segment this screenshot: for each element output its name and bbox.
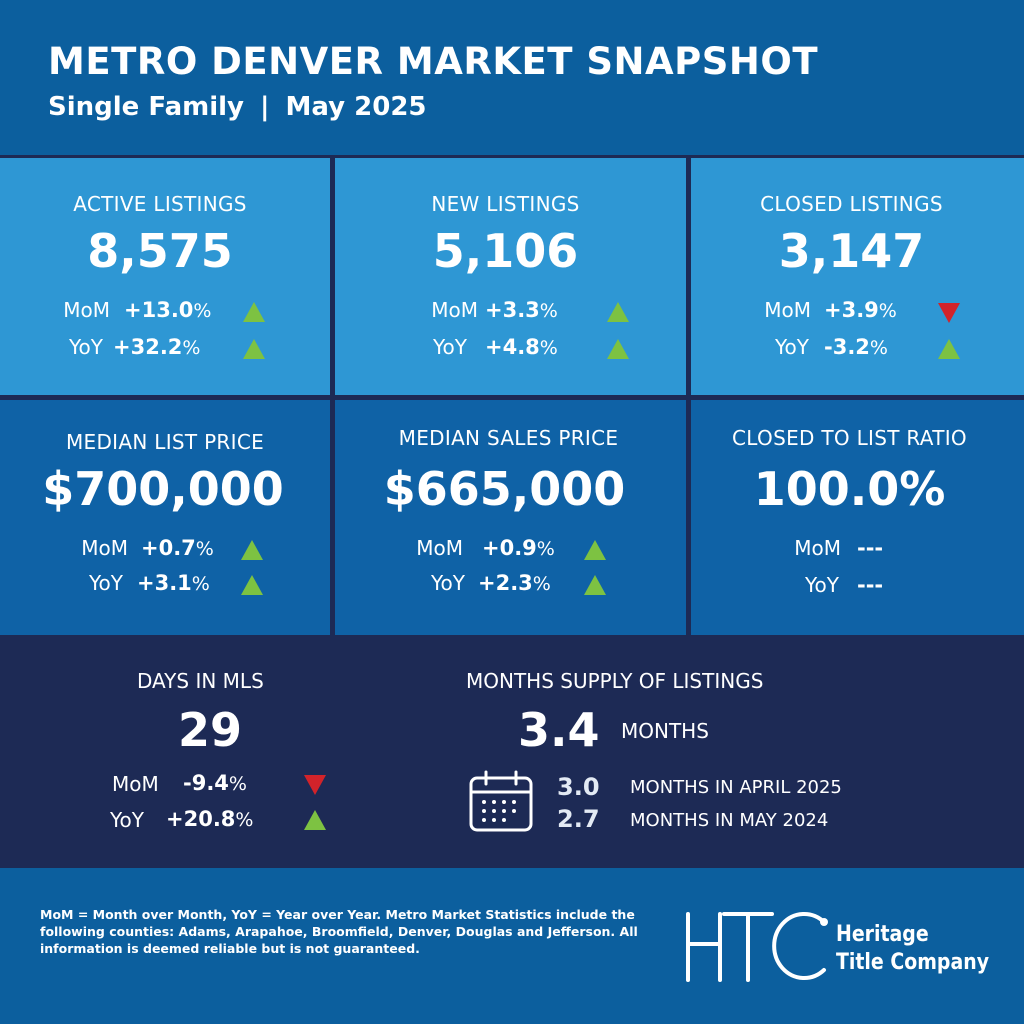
- property-type: Single Family: [48, 92, 245, 122]
- yoy-value: +3.1%: [137, 571, 210, 595]
- yoy-label: YoY: [804, 573, 839, 597]
- yoy-label: YoY: [774, 335, 809, 359]
- metric-tile-closed-to-list-ratio: CLOSED TO LIST RATIO 100.0% MoM --- YoY …: [691, 400, 1024, 635]
- metric-label: ACTIVE LISTINGS: [73, 192, 247, 216]
- yoy-value: +32.2%: [113, 335, 201, 359]
- yoy-label: YoY: [110, 808, 145, 832]
- days-in-mls-label: DAYS IN MLS: [137, 669, 264, 693]
- yoy-value: +4.8%: [485, 335, 558, 359]
- footnote: MoM = Month over Month, YoY = Year over …: [40, 907, 638, 956]
- company-name-line2: Title Company: [836, 950, 990, 975]
- mom-value: ---: [857, 536, 884, 560]
- mom-label: MoM: [416, 536, 463, 560]
- page-title: METRO DENVER MARKET SNAPSHOT: [48, 40, 819, 83]
- months-supply-value: 3.4: [518, 703, 600, 757]
- yoy-label: YoY: [88, 571, 123, 595]
- mom-row: MoM +3.9%: [691, 298, 1024, 328]
- prior-year-label: MONTHS IN MAY 2024: [630, 810, 829, 831]
- prior-month-value: 3.0: [557, 773, 600, 801]
- yoy-row: YoY +32.2%: [0, 335, 330, 365]
- trend-up-icon: [241, 575, 263, 595]
- trend-up-icon: [241, 540, 263, 560]
- mom-row: MoM +0.7%: [0, 536, 330, 566]
- yoy-label: YoY: [432, 335, 467, 359]
- company-logo: Heritage Title Company: [682, 908, 992, 986]
- yoy-value: -3.2%: [824, 335, 888, 359]
- metric-tile-median-sales-price: MEDIAN SALES PRICE $665,000 MoM +0.9% Yo…: [335, 400, 686, 635]
- metric-value: $665,000: [383, 462, 626, 516]
- metric-label: CLOSED LISTINGS: [760, 192, 943, 216]
- metric-label: NEW LISTINGS: [431, 192, 580, 216]
- months-supply-unit: MONTHS: [621, 719, 709, 743]
- mom-row: MoM +13.0%: [0, 298, 330, 328]
- mom-value: +13.0%: [124, 298, 212, 322]
- mom-label: MoM: [431, 298, 478, 322]
- yoy-row: YoY +4.8%: [335, 335, 686, 365]
- footer: [0, 868, 1024, 1024]
- mom-label: MoM: [794, 536, 841, 560]
- trend-up-icon: [243, 339, 265, 359]
- prior-year-value: 2.7: [557, 805, 600, 833]
- metric-tile-closed-listings: CLOSED LISTINGS 3,147 MoM +3.9% YoY -3.2…: [691, 158, 1024, 395]
- trend-down-icon: [304, 775, 326, 795]
- mom-value: -9.4%: [183, 771, 247, 795]
- subtitle-separator: |: [260, 92, 270, 122]
- trend-up-icon: [584, 575, 606, 595]
- metric-value: 3,147: [778, 224, 925, 278]
- yoy-row: YoY -3.2%: [691, 335, 1024, 365]
- mom-row: MoM +3.3%: [335, 298, 686, 328]
- months-supply-label: MONTHS SUPPLY OF LISTINGS: [466, 669, 764, 693]
- yoy-row: YoY +3.1%: [0, 571, 330, 601]
- mom-row: MoM ---: [691, 536, 1024, 566]
- mom-label: MoM: [81, 536, 128, 560]
- trend-up-icon: [607, 339, 629, 359]
- prior-month-label: MONTHS IN APRIL 2025: [630, 777, 842, 798]
- supply-band: DAYS IN MLS 29 MoM -9.4% YoY +20.8% MONT…: [0, 635, 1024, 868]
- metric-label: MEDIAN LIST PRICE: [65, 430, 265, 454]
- yoy-value: +2.3%: [478, 571, 551, 595]
- mom-value: +0.7%: [141, 536, 214, 560]
- trend-up-icon: [584, 540, 606, 560]
- metric-value: $700,000: [42, 462, 284, 516]
- metric-tile-new-listings: NEW LISTINGS 5,106 MoM +3.3% YoY +4.8%: [335, 158, 686, 395]
- yoy-label: YoY: [68, 335, 103, 359]
- trend-up-icon: [607, 302, 629, 322]
- metrics-grid: ACTIVE LISTINGS 8,575 MoM +13.0% YoY +32…: [0, 155, 1024, 635]
- yoy-value: +20.8%: [166, 807, 254, 831]
- metric-label: CLOSED TO LIST RATIO: [732, 426, 967, 450]
- page-subtitle: Single Family | May 2025: [48, 92, 427, 122]
- mom-label: MoM: [764, 298, 811, 322]
- header: METRO DENVER MARKET SNAPSHOT Single Fami…: [0, 0, 1024, 155]
- company-name-line1: Heritage: [836, 922, 929, 947]
- trend-up-icon: [243, 302, 265, 322]
- trend-up-icon: [938, 339, 960, 359]
- trend-up-icon: [304, 810, 326, 830]
- yoy-row: YoY ---: [691, 573, 1024, 603]
- metric-value: 8,575: [87, 224, 233, 278]
- report-period: May 2025: [285, 92, 427, 122]
- mom-value: +3.3%: [485, 298, 558, 322]
- yoy-value: ---: [857, 573, 884, 597]
- metric-label: MEDIAN SALES PRICE: [398, 426, 619, 450]
- metric-value: 100.0%: [753, 462, 946, 516]
- yoy-row: YoY +2.3%: [335, 571, 686, 601]
- mom-label: MoM: [63, 298, 110, 322]
- metric-value: 5,106: [432, 224, 579, 278]
- htc-logo-mark: [686, 912, 828, 982]
- trend-down-icon: [938, 303, 960, 323]
- mom-value: +3.9%: [824, 298, 897, 322]
- days-in-mls-value: 29: [178, 703, 243, 757]
- mom-row: MoM +0.9%: [335, 536, 686, 566]
- metric-tile-active-listings: ACTIVE LISTINGS 8,575 MoM +13.0% YoY +32…: [0, 158, 330, 395]
- metric-tile-median-list-price: MEDIAN LIST PRICE $700,000 MoM +0.7% YoY…: [0, 400, 330, 635]
- mom-label: MoM: [112, 772, 159, 796]
- yoy-label: YoY: [430, 571, 465, 595]
- calendar-icon: [469, 770, 533, 832]
- mom-value: +0.9%: [482, 536, 555, 560]
